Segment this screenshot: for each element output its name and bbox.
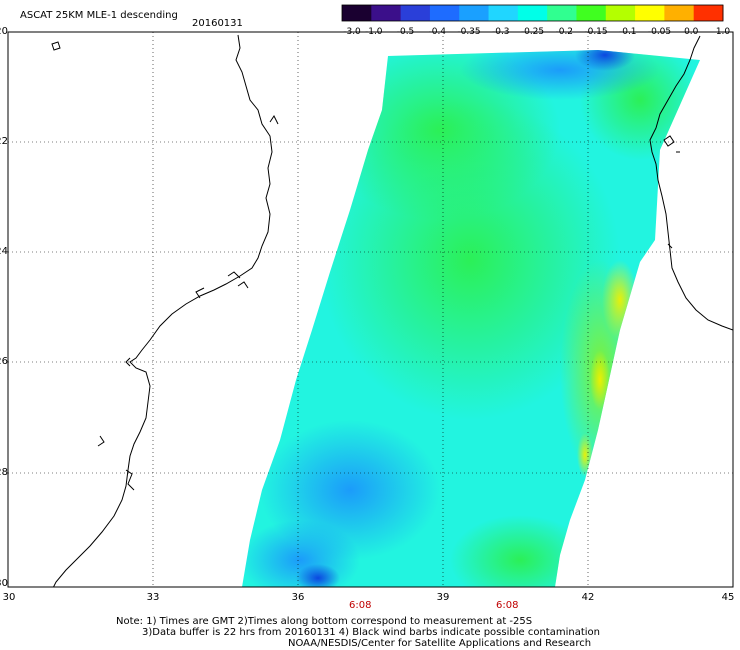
lat-label: -26: [0, 356, 8, 367]
map-title: ASCAT 25KM MLE-1 descending: [20, 10, 178, 21]
pass-time: 6:08: [349, 600, 372, 611]
map-date: 20160131: [192, 18, 243, 29]
colorbar-swatch: [429, 5, 460, 21]
note-line-1: Note: 1) Times are GMT 2)Times along bot…: [116, 616, 533, 627]
lat-label: -28: [0, 467, 8, 478]
colorbar-swatch: [664, 5, 695, 21]
lat-label: -24: [0, 246, 8, 257]
coastline: [51, 34, 733, 587]
map-frame: [7, 31, 734, 588]
colorbar-label: -0.2: [555, 27, 574, 37]
colorbar-label: 1.0: [715, 27, 731, 37]
colorbar-label: -3.0: [343, 27, 361, 37]
colorbar-swatch: [576, 5, 607, 21]
lon-label: 36: [291, 592, 305, 603]
pass-time: 6:08: [496, 600, 519, 611]
colorbar-label: -0.3: [491, 27, 510, 37]
colorbar-label: -0.05: [647, 27, 672, 37]
colorbar-swatch: [342, 5, 372, 21]
colorbar-swatch: [459, 5, 490, 21]
colorbar-swatch: [488, 5, 519, 21]
colorbar-label: -0.4: [428, 27, 447, 37]
colorbar-swatch: [400, 5, 431, 21]
wind-swath: [242, 50, 700, 587]
colorbar-label: -0.5: [396, 27, 415, 37]
colorbar: [341, 4, 724, 22]
lon-label: 45: [721, 592, 735, 603]
colorbar-swatch: [605, 5, 636, 21]
colorbar-swatch: [517, 5, 548, 21]
colorbar-swatch: [635, 5, 665, 21]
lon-label: 33: [146, 592, 160, 603]
colorbar-swatch: [547, 5, 577, 21]
colorbar-label: -0.35: [457, 27, 481, 37]
note-line-2: 3)Data buffer is 22 hrs from 20160131 4)…: [142, 627, 600, 638]
lon-label: 30: [2, 592, 16, 603]
colorbar-swatch: [693, 5, 724, 21]
colorbar-label: -0.1: [618, 27, 637, 37]
lon-label: 42: [581, 592, 595, 603]
lat-label: -20: [0, 26, 8, 37]
lat-label: -22: [0, 136, 8, 147]
colorbar-label: 0.0: [684, 27, 699, 37]
lat-label: -30: [0, 578, 8, 589]
lon-label: 39: [436, 592, 450, 603]
graticule: [8, 32, 733, 587]
colorbar-label: -0.25: [520, 27, 545, 37]
colorbar-label: -1.0: [364, 27, 383, 37]
colorbar-label: -0.15: [584, 27, 608, 37]
colorbar-swatch: [371, 5, 402, 21]
note-line-3: NOAA/NESDIS/Center for Satellite Applica…: [288, 638, 592, 649]
